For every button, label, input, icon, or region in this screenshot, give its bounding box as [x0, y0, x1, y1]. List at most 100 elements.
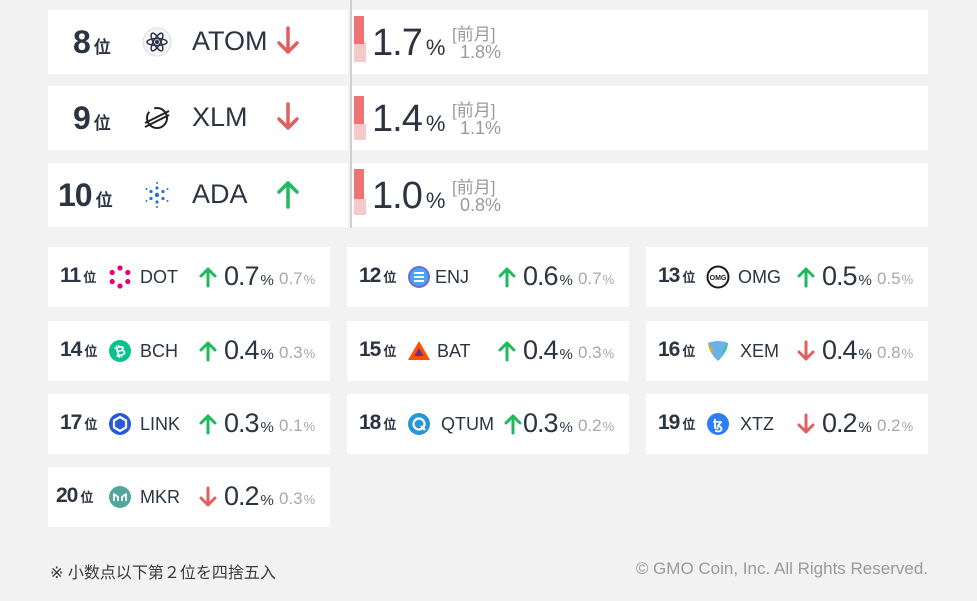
share-percent: 0.4% — [523, 335, 573, 365]
previous-month-value: 0.8% — [460, 195, 502, 215]
ranking-row-17: 17 位 LINK 0.3% 0.1% — [48, 394, 330, 454]
rank-number: 17 位 — [60, 411, 97, 434]
coin-symbol: LINK — [140, 414, 181, 434]
previous-month-value: 0.3% — [279, 343, 316, 362]
coin-symbol: MKR — [140, 487, 180, 507]
previous-month-value: 0.8% — [877, 343, 914, 362]
down-arrow-icon — [277, 102, 299, 130]
ranking-row-13: 13 位 OMG OMG 0.5% 0.5% — [646, 247, 928, 307]
coin-symbol: DOT — [140, 267, 178, 287]
rank-number: 14 位 — [60, 338, 97, 361]
share-percent: 0.4% — [822, 335, 872, 365]
row-left-panel: 10 位 ADA — [48, 163, 348, 227]
cardano-icon — [145, 182, 169, 208]
coin-symbol: ADA — [192, 179, 248, 209]
polkadot-icon — [109, 265, 131, 289]
copyright-notice: © GMO Coin, Inc. All Rights Reserved. — [635, 559, 928, 578]
up-arrow-icon — [797, 267, 815, 288]
current-share-bar — [354, 96, 364, 124]
down-arrow-icon — [797, 413, 815, 434]
coin-symbol: XLM — [192, 102, 248, 132]
coin-symbol: XEM — [740, 341, 780, 361]
rounding-footnote: ※ 小数点以下第２位を四捨五入 — [50, 565, 276, 582]
ranking-row-10: 10 位 ADA 1.0% [前月] 0.8% — [48, 163, 928, 227]
previous-share-bar — [354, 42, 366, 62]
previous-month-value: 0.7% — [578, 269, 615, 288]
previous-month-value: 0.3% — [279, 489, 316, 508]
rank-number: 10 位 — [58, 177, 113, 213]
coin-symbol: XTZ — [740, 414, 774, 434]
ranking-row-14: 14 位 ₿ BCH 0.4% 0.3% — [48, 321, 330, 381]
bat-icon — [408, 341, 430, 360]
row-right-panel — [352, 86, 928, 150]
ranking-row-16: 16 位 XEM 0.4% 0.8% — [646, 321, 928, 381]
down-arrow-icon — [277, 26, 299, 54]
atom-icon — [142, 27, 172, 57]
bitcoin-cash-icon: ₿ — [109, 340, 131, 362]
current-share-bar — [354, 169, 364, 199]
rank-number: 12 位 — [359, 264, 396, 287]
previous-month-value: 0.2% — [877, 416, 914, 435]
stellar-icon — [144, 107, 170, 129]
up-arrow-icon — [199, 341, 217, 362]
nem-icon — [708, 341, 728, 361]
rank-number: 13 位 — [658, 264, 695, 287]
current-share-bar — [354, 16, 364, 44]
share-percent: 0.5% — [822, 261, 872, 291]
previous-month-value: 0.7% — [279, 269, 316, 288]
previous-month-label: [前月] — [452, 101, 496, 120]
previous-share-bar — [354, 124, 366, 140]
share-percent: 0.4% — [224, 335, 274, 365]
coin-symbol: OMG — [738, 267, 781, 287]
coin-symbol: ATOM — [192, 26, 268, 56]
maker-icon — [109, 486, 131, 508]
down-arrow-icon — [797, 340, 815, 361]
coin-symbol: BCH — [140, 341, 179, 361]
previous-month-value: 1.8% — [460, 42, 502, 62]
share-percent: 0.6% — [523, 261, 573, 291]
qtum-icon — [408, 413, 430, 435]
rank-number: 15 位 — [359, 338, 396, 361]
share-percent: 0.3% — [224, 408, 274, 438]
up-arrow-icon — [199, 267, 217, 288]
previous-month-label: [前月] — [452, 25, 496, 44]
share-percent: 1.4% — [372, 98, 445, 140]
ranking-row-18: 18 位 QTUM 0.3% 0.2% — [347, 394, 629, 454]
previous-month-value: 0.2% — [578, 416, 615, 435]
previous-month-label: [前月] — [452, 178, 496, 197]
up-arrow-icon — [498, 341, 516, 362]
share-percent: 0.7% — [224, 261, 274, 291]
rank-number: 19 位 — [658, 411, 695, 434]
svg-text:OMG: OMG — [710, 275, 727, 282]
row-right-panel — [352, 163, 928, 227]
previous-share-bar — [354, 199, 366, 215]
previous-month-value: 0.1% — [279, 416, 316, 435]
previous-month-value: 0.3% — [578, 343, 615, 362]
share-percent: 0.2% — [822, 408, 872, 438]
ranking-row-15: 15 位 BAT 0.4% 0.3% — [347, 321, 629, 381]
previous-month-value: 1.1% — [460, 118, 502, 138]
rank-number: 18 位 — [359, 411, 396, 434]
coin-symbol: BAT — [437, 341, 471, 361]
svg-text:ꜩ: ꜩ — [713, 418, 723, 433]
share-percent: 1.0% — [372, 175, 445, 217]
vertical-divider — [350, 0, 352, 228]
omg-icon: OMG — [706, 265, 730, 289]
share-percent: 1.7% — [372, 22, 445, 64]
up-arrow-icon — [277, 181, 299, 209]
coin-symbol: ENJ — [435, 267, 470, 287]
rank-number: 11 位 — [60, 264, 96, 287]
tezos-icon: ꜩ — [707, 413, 729, 435]
chainlink-icon — [109, 413, 131, 435]
ranking-row-11: 11 位 DOT 0.7% 0.7% — [48, 247, 330, 307]
ranking-row-12: 12 位 ENJ 0.6% 0.7% — [347, 247, 629, 307]
up-arrow-icon — [199, 414, 217, 435]
enjin-icon — [408, 266, 430, 288]
share-percent: 0.2% — [224, 481, 274, 511]
ranking-row-19: 19 位 ꜩ XTZ 0.2% 0.2% — [646, 394, 928, 454]
